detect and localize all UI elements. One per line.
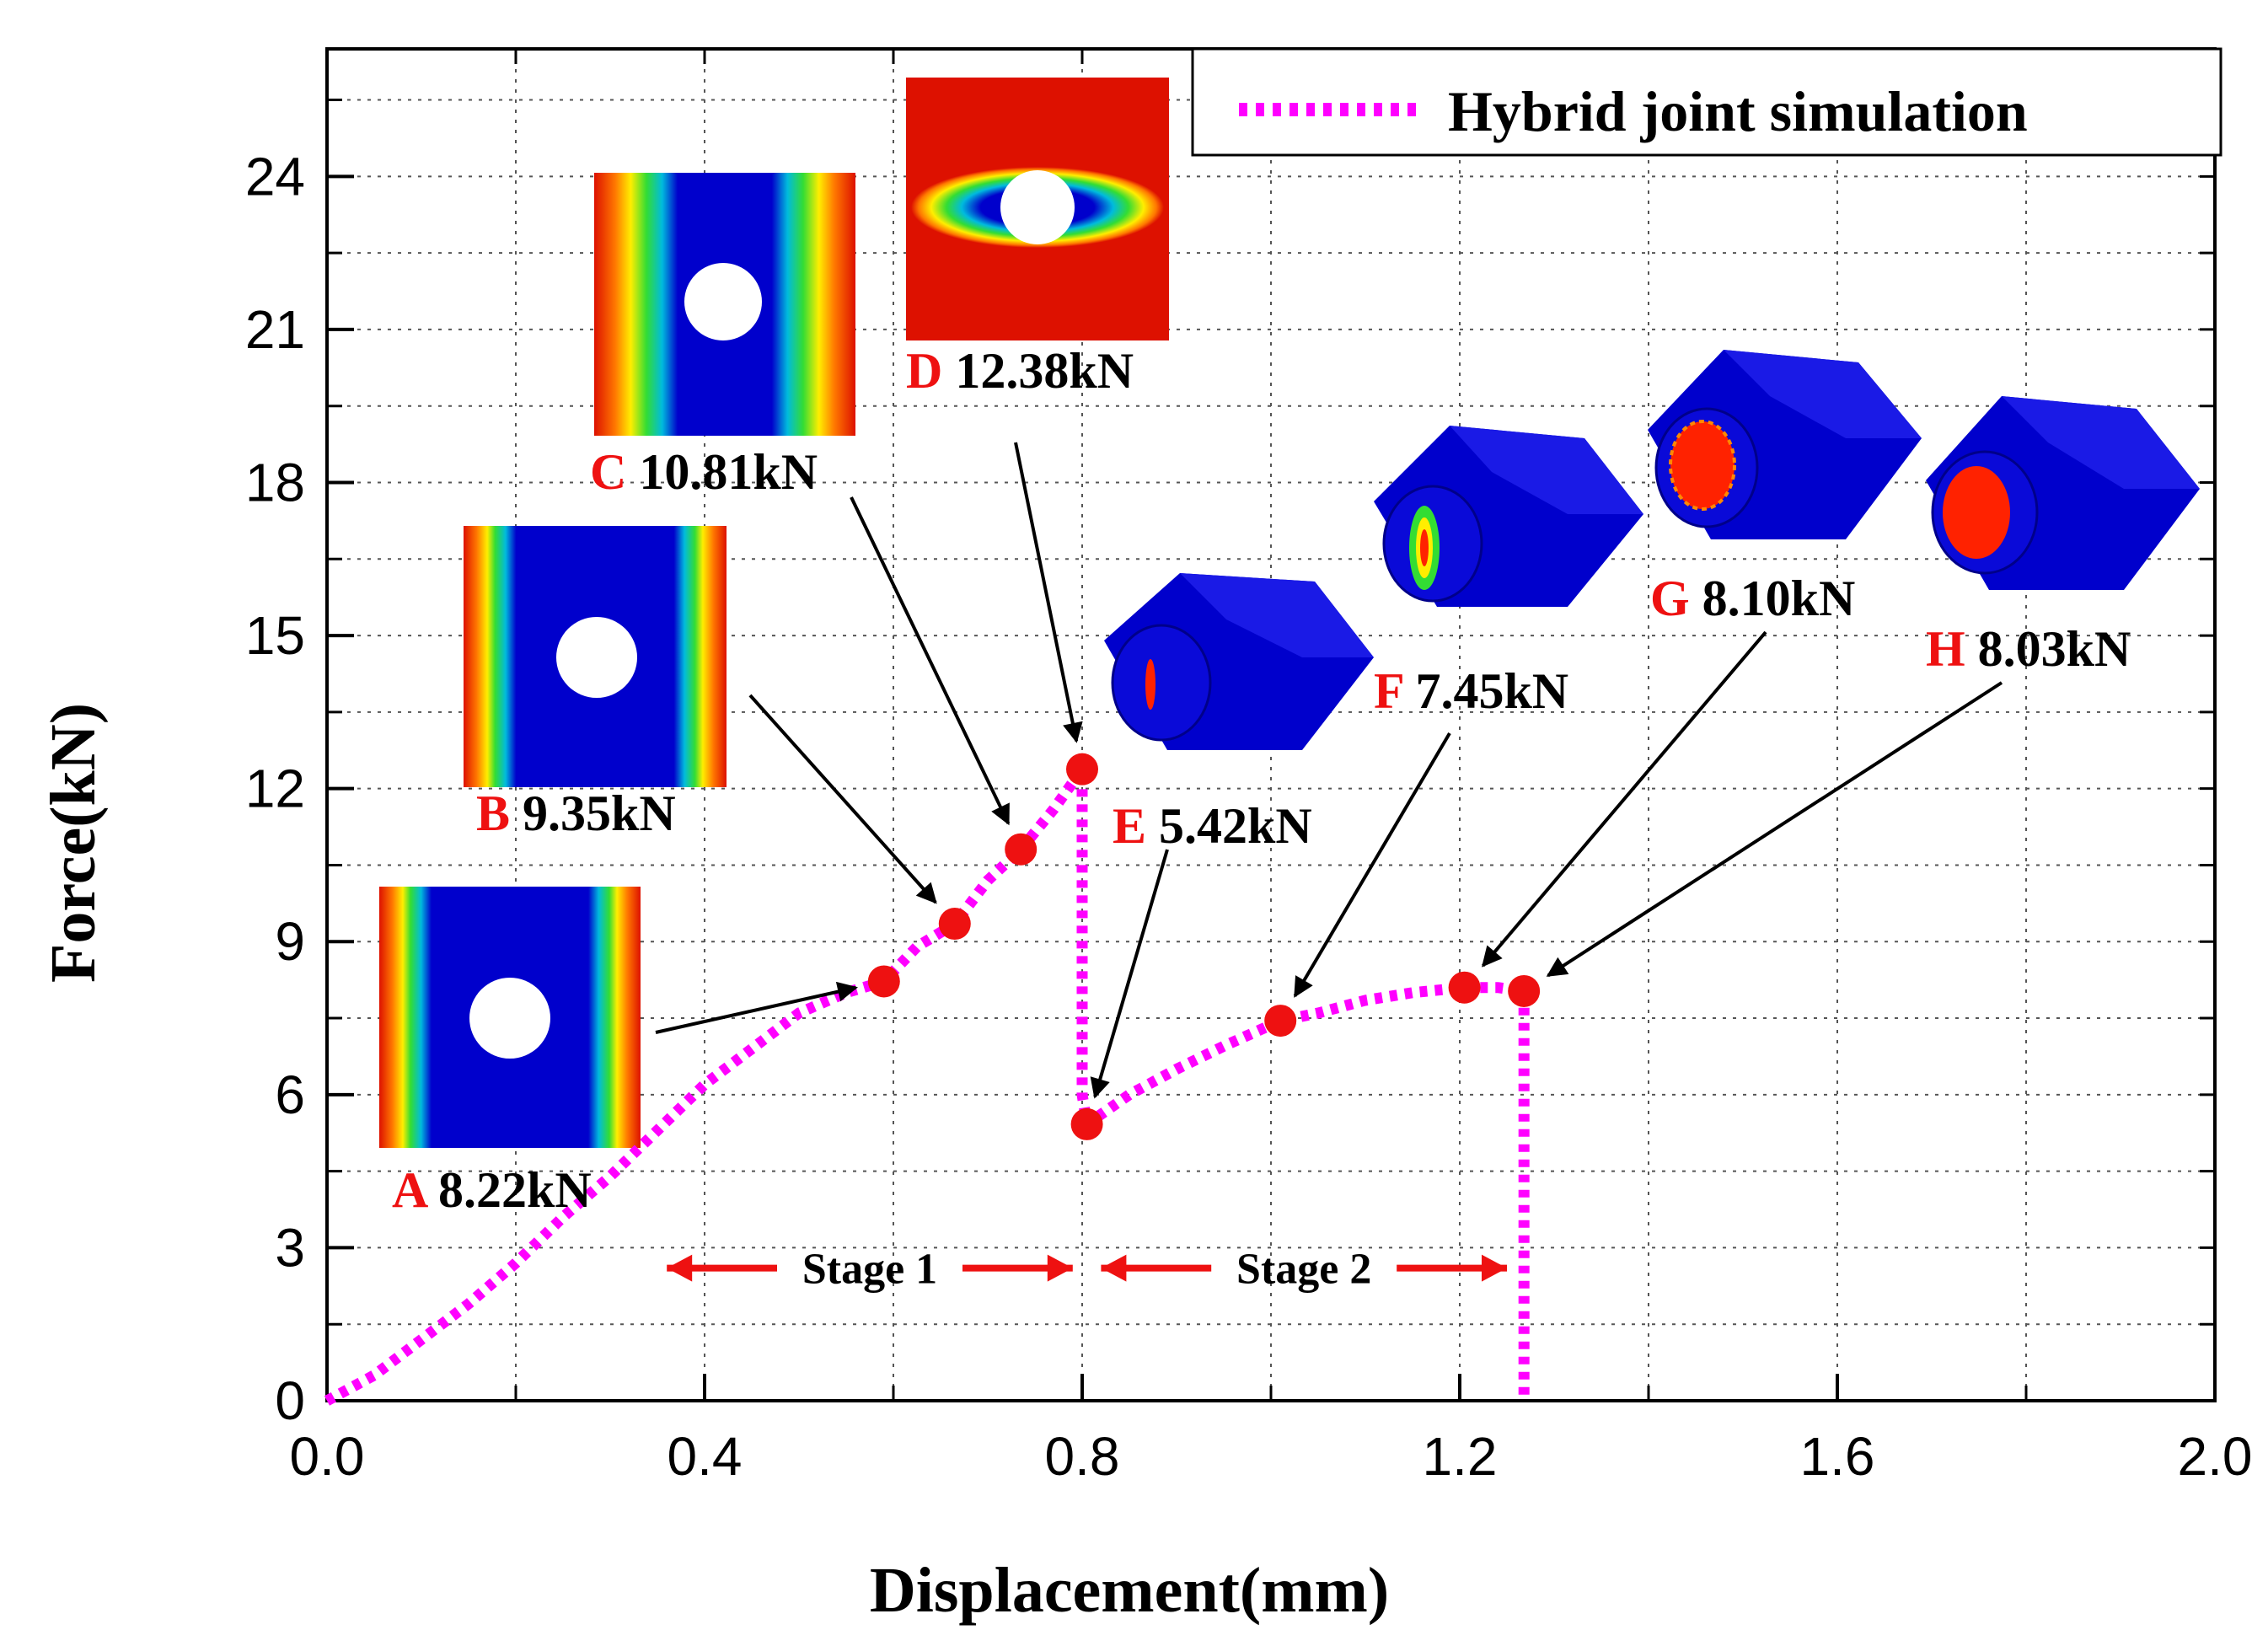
y-tick-label: 12 <box>245 759 305 819</box>
data-marker-f <box>1264 1005 1297 1037</box>
callout-arrow-b <box>748 694 937 904</box>
callout-arrow-e <box>1090 849 1169 1099</box>
marker-label-c: C 10.81kN <box>590 444 818 500</box>
marker-letter-c: C <box>590 444 639 500</box>
x-tick-label: 2.0 <box>2178 1426 2253 1487</box>
marker-label-a: A 8.22kN <box>392 1162 592 1218</box>
stage2-label: Stage 2 <box>1236 1246 1371 1294</box>
y-tick-label: 18 <box>245 452 305 512</box>
callout-arrow-a <box>655 981 858 1034</box>
marker-letter-f: F <box>1374 663 1415 719</box>
marker-value-g: 8.10kN <box>1702 571 1856 626</box>
marker-letter-g: G <box>1650 571 1702 626</box>
marker-value-h: 8.03kN <box>1978 621 2131 677</box>
x-tick-label: 1.2 <box>1423 1426 1498 1487</box>
callout-arrow-d <box>1014 442 1083 743</box>
marker-label-e: E 5.42kN <box>1113 798 1312 854</box>
marker-letter-h: H <box>1926 621 1978 677</box>
y-tick-label: 24 <box>245 146 305 206</box>
callout-arrow-f <box>1293 732 1451 998</box>
y-tick-label: 21 <box>245 299 305 360</box>
y-tick-label: 15 <box>245 605 305 666</box>
marker-label-f: F 7.45kN <box>1374 663 1568 719</box>
marker-value-a: 8.22kN <box>438 1162 592 1218</box>
marker-value-b: 9.35kN <box>523 785 676 841</box>
marker-letter-b: B <box>476 785 523 841</box>
marker-value-c: 10.81kN <box>639 444 818 500</box>
y-tick-label: 0 <box>275 1370 305 1431</box>
inset-bolt-e <box>1104 573 1374 750</box>
marker-letter-e: E <box>1113 798 1159 854</box>
stage-arrowhead <box>1101 1254 1127 1282</box>
y-tick-label: 6 <box>275 1064 305 1125</box>
inset-bolt-f <box>1374 426 1643 607</box>
y-tick-label: 3 <box>275 1217 305 1278</box>
marker-label-d: D 12.38kN <box>906 343 1134 399</box>
axis-tick-labels: 0.0 0.4 0.8 1.2 1.6 2.0 0 3 6 9 12 15 18 21 24 <box>245 146 2253 1487</box>
marker-labels: A 8.22kN B 9.35kN C 10.81kN D 12.38kN E 5.42… <box>392 343 2131 1218</box>
stage-arrowhead <box>667 1254 693 1282</box>
data-markers <box>867 753 1541 1140</box>
marker-value-d: 12.38kN <box>955 343 1134 399</box>
inset-contour-c <box>594 173 855 436</box>
marker-label-h: H 8.03kN <box>1926 621 2131 677</box>
x-axis-label: Displacement(mm) <box>870 1555 1389 1626</box>
x-tick-label: 1.6 <box>1800 1426 1875 1487</box>
data-marker-g <box>1448 971 1481 1004</box>
data-marker-a <box>867 965 900 998</box>
callout-arrow-g <box>1482 630 1767 968</box>
x-tick-label: 0.8 <box>1045 1426 1120 1487</box>
callout-arrow-h <box>1546 681 2003 978</box>
legend-label: Hybrid joint simulation <box>1448 79 2028 143</box>
data-marker-d <box>1066 753 1098 785</box>
inset-bolt-g <box>1648 350 1922 539</box>
data-marker-c <box>1005 833 1037 866</box>
stage1-label: Stage 1 <box>802 1246 937 1294</box>
callout-arrow-c <box>850 496 1011 826</box>
x-tick-label: 0.0 <box>290 1426 365 1487</box>
marker-label-g: G 8.10kN <box>1650 571 1855 626</box>
marker-letter-d: D <box>906 343 955 399</box>
x-tick-label: 0.4 <box>668 1426 743 1487</box>
y-axis-label: Force(kN) <box>38 703 109 983</box>
legend: Hybrid joint simulation <box>1191 47 2222 157</box>
inset-contour-d <box>906 78 1169 340</box>
marker-value-f: 7.45kN <box>1415 663 1568 719</box>
legend-box <box>1191 47 2222 157</box>
stage-annotations: Stage 1 Stage 2 <box>667 1246 1507 1294</box>
marker-letter-a: A <box>392 1162 438 1218</box>
inset-contour-a <box>379 887 641 1148</box>
inset-bolt-h <box>1926 396 2200 590</box>
marker-value-e: 5.42kN <box>1159 798 1312 854</box>
marker-label-b: B 9.35kN <box>476 785 676 841</box>
inset-contour-b <box>464 526 727 787</box>
data-marker-h <box>1508 974 1541 1007</box>
y-tick-label: 9 <box>275 911 305 972</box>
data-marker-e <box>1070 1107 1103 1140</box>
stage-arrowhead <box>1047 1254 1073 1282</box>
data-marker-b <box>938 908 971 941</box>
stage-arrowhead <box>1482 1254 1507 1282</box>
callout-arrows <box>655 442 2003 1099</box>
